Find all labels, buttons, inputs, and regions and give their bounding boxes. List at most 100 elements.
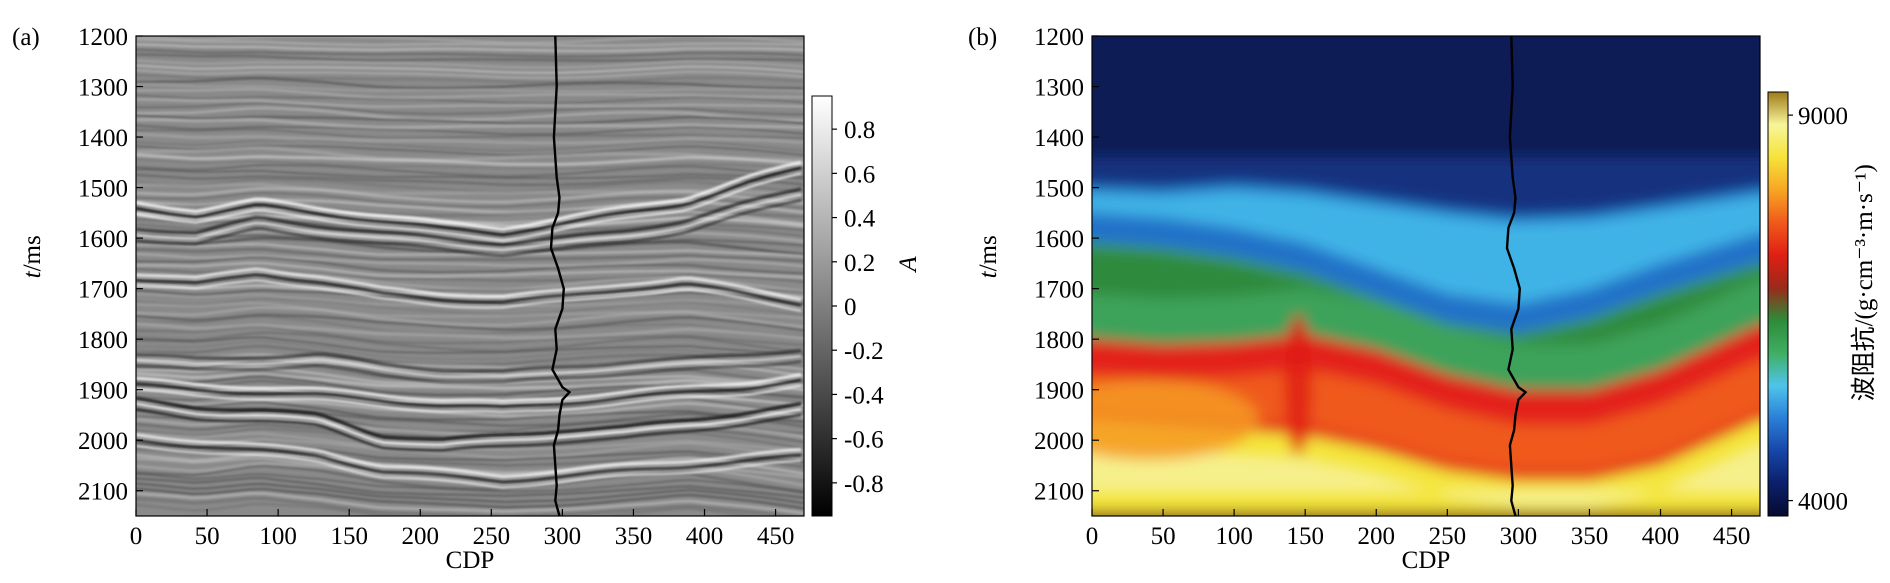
seismic-lamination (136, 88, 804, 99)
reflector-5 (136, 408, 802, 452)
y-tick-label-a: 1500 (78, 176, 128, 203)
colorbar-tick-label-a: -0.4 (844, 382, 884, 409)
seismic-lamination (136, 113, 804, 126)
seismic-lamination (136, 77, 804, 90)
colorbar-tick-label-a: -0.2 (844, 338, 884, 365)
seismic-lamination (136, 146, 804, 162)
x-tick-label-a: 400 (686, 523, 724, 550)
plot-frame-a (135, 35, 805, 517)
colorbar-tick-label-a: -0.8 (844, 471, 884, 498)
colorbar-gradient-b (1767, 91, 1789, 517)
seismic-lamination (136, 94, 804, 105)
y-axis-title-b: t/ms (975, 235, 1002, 278)
x-tick-label-b: 100 (1215, 523, 1253, 550)
reflector-2 (136, 267, 802, 302)
panel-label-b: (b) (968, 24, 997, 51)
seismic-lamination (136, 228, 804, 243)
reflector-6 (136, 444, 802, 489)
orange-lobe (1092, 380, 1259, 460)
reflector-6 (136, 433, 802, 479)
seismic-lamination (136, 43, 804, 53)
seismic-lamination (136, 261, 804, 279)
reflector-5 (136, 396, 802, 441)
colorbar-tick-label-b: 9000 (1798, 103, 1848, 130)
x-tick-label-b: 450 (1713, 523, 1751, 550)
seismic-lamination (136, 344, 804, 369)
seismic-texture-a (136, 36, 804, 516)
seismic-lamination (136, 496, 798, 516)
seismic-lamination (136, 438, 804, 460)
reflector-4 (136, 372, 802, 403)
seismic-lamination (136, 59, 804, 69)
x-tick-label-b: 300 (1500, 523, 1538, 550)
x-tick-label-b: 350 (1571, 523, 1609, 550)
x-tick-label-b: 250 (1429, 523, 1467, 550)
y-axis-title-b-var: t (975, 270, 1002, 278)
colorbar-tick-label-a: 0.4 (844, 206, 876, 233)
x-tick-label-b: 0 (1086, 523, 1099, 550)
seismic-lamination (136, 400, 804, 424)
layer-cyan (1092, 190, 1760, 304)
seismic-lamination (136, 487, 804, 510)
y-tick-label-b: 2000 (1034, 428, 1084, 455)
seismic-lamination (136, 223, 804, 238)
seismic-lamination (136, 292, 804, 309)
x-tick-label-a: 150 (330, 523, 368, 550)
seismic-lamination (136, 232, 804, 247)
seismic-lamination (136, 128, 804, 140)
seismic-lamination (136, 208, 804, 225)
seismic-lamination (136, 476, 804, 500)
colorbar-gradient-a (811, 95, 833, 517)
well-log-trace-a (549, 35, 572, 517)
y-axis-title-a-var: t (19, 270, 46, 278)
x-tick-label-b: 150 (1286, 523, 1324, 550)
x-tick-label-a: 0 (130, 523, 143, 550)
reflector-1 (136, 187, 802, 247)
x-tick-label-a: 300 (544, 523, 582, 550)
seismic-lamination (136, 502, 756, 516)
seismic-lamination (136, 132, 804, 145)
seismic-lamination (136, 427, 804, 450)
colorbar-b: 9000 4000 波阻抗/(g·cm⁻³·m·s⁻¹) (1767, 91, 1878, 517)
seismic-lamination (136, 313, 804, 332)
reflector-0 (136, 166, 802, 237)
impedance-layers-b (1092, 36, 1760, 516)
seismic-lamination (136, 48, 804, 59)
colorbar-tick-label-a: -0.6 (844, 427, 884, 454)
seismic-lamination (136, 359, 804, 385)
seismic-lamination (136, 422, 804, 444)
layer-orange-red (1092, 359, 1760, 471)
seismic-lamination (136, 182, 804, 196)
seismic-lamination (136, 107, 804, 122)
y-tick-label-a: 1900 (78, 378, 128, 405)
colorbar-tick-label-a: 0 (844, 294, 857, 321)
colorbar-tick-label-a: 0.8 (844, 117, 875, 144)
seismic-lamination (136, 177, 804, 195)
y-tick-label-a: 2000 (78, 428, 128, 455)
seismic-lamination (136, 164, 804, 178)
seismic-lamination (136, 255, 804, 275)
y-axis-title-a: t/ms (19, 235, 46, 278)
seismic-lamination (136, 64, 804, 75)
seismic-lamination (136, 168, 804, 180)
panel-b-impedance-section: (b) 0 50 100 150 200 250 300 350 400 450 1200 1300… (968, 24, 1878, 574)
x-axis-b: 0 50 100 150 200 250 300 350 400 450 (1086, 509, 1751, 550)
x-tick-label-a: 100 (259, 523, 297, 550)
seismic-lamination (136, 158, 804, 170)
reflector-0 (136, 160, 802, 231)
seismic-lamination (136, 101, 804, 116)
seismic-lamination (136, 352, 804, 371)
seismic-lamination (136, 302, 804, 320)
seismic-lamination (136, 398, 804, 419)
seismic-lamination (136, 253, 804, 268)
y-axis-title-b-unit: /ms (975, 235, 1002, 271)
colorbar-title-b: 波阻抗/(g·cm⁻³·m·s⁻¹) (1850, 164, 1878, 401)
reflector-1 (136, 199, 802, 257)
layer-dark-band (1092, 41, 1760, 158)
y-axis-title-a-unit: /ms (19, 235, 46, 271)
seismic-lamination (136, 464, 804, 493)
seismic-lamination (136, 69, 804, 79)
seismic-lamination (136, 38, 804, 48)
x-tick-label-a: 450 (757, 523, 795, 550)
